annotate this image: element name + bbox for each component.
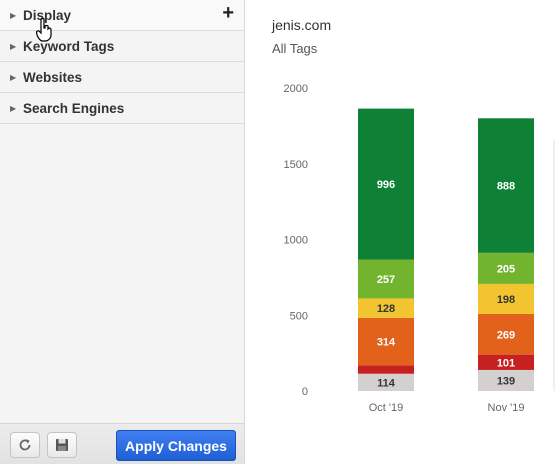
accordion-websites-label: Websites: [23, 69, 83, 85]
y-tick-label: 2000: [284, 83, 308, 95]
refresh-icon: [19, 439, 31, 451]
accordion-display-label: Display: [23, 7, 72, 23]
x-tick-label: Oct '19: [369, 402, 404, 414]
y-tick-label: 0: [302, 386, 308, 398]
x-tick-label: Nov '19: [488, 402, 525, 414]
caret-right-icon: ▶: [10, 72, 17, 82]
accordion-keyword-tags-label: Keyword Tags: [23, 38, 115, 54]
bar-data-label: 314: [377, 337, 396, 349]
bar-segment: [358, 373, 414, 391]
bar-data-label: 269: [497, 329, 515, 341]
bar-segment: [478, 313, 534, 355]
bar-data-label: 996: [377, 179, 395, 191]
bar-data-label: 257: [377, 274, 395, 286]
bar-segment: [358, 365, 414, 374]
bar-data-label: 128: [377, 303, 395, 315]
bar-data-label: 101: [497, 357, 515, 369]
refresh-button[interactable]: [10, 432, 40, 458]
bar-segment: [358, 259, 414, 299]
bar-data-label: 888: [497, 181, 515, 193]
apply-changes-button[interactable]: Apply Changes: [116, 430, 236, 461]
accordion-websites[interactable]: ▶ Websites: [0, 62, 244, 93]
save-icon: [56, 439, 68, 451]
bar-segment: [358, 317, 414, 366]
accordion-search-engines-label: Search Engines: [23, 100, 125, 116]
bar-segment: [358, 108, 414, 260]
bar-segment: [478, 354, 534, 370]
stacked-bar-chart: 0 500 1000 1500 2000 114 314 128 257 996 Oct '19 13…: [284, 83, 555, 414]
bar-data-label: 198: [497, 294, 515, 306]
accordion-keyword-tags[interactable]: ▶ Keyword Tags: [0, 31, 244, 62]
bar-segment: [478, 369, 534, 391]
accordion-display[interactable]: ▶ Display +: [0, 0, 244, 42]
bar-data-label: 205: [497, 263, 515, 275]
chart-title: jenis.com: [272, 17, 332, 33]
chart-subtitle: All Tags: [272, 41, 318, 56]
caret-right-icon: ▶: [10, 10, 17, 20]
caret-right-icon: ▶: [10, 103, 17, 113]
y-tick-label: 500: [290, 310, 308, 322]
sidebar: ▶ Display + ▶ Keyword Tags ▶ Websites ▶ …: [0, 0, 245, 464]
sidebar-footer: Apply Changes: [0, 423, 244, 464]
y-tick-label: 1500: [284, 159, 308, 171]
plus-icon[interactable]: +: [222, 2, 234, 24]
accordion-search-engines[interactable]: ▶ Search Engines: [0, 93, 244, 124]
bar-segment: [478, 252, 534, 284]
bar-segment: [478, 283, 534, 314]
bar-segment: [358, 298, 414, 318]
bar-segment: [478, 118, 534, 253]
caret-right-icon: ▶: [10, 41, 17, 51]
y-tick-label: 1000: [284, 235, 308, 247]
bar-data-label: 114: [377, 377, 396, 389]
bar-data-label: 139: [497, 375, 515, 387]
save-button[interactable]: [47, 432, 77, 458]
hand-cursor-icon: [36, 18, 52, 42]
